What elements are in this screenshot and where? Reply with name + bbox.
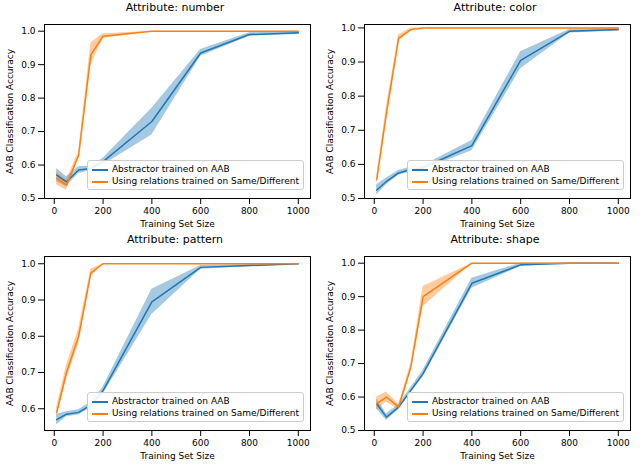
svg-text:600: 600 (512, 206, 529, 216)
svg-text:0.7: 0.7 (21, 367, 35, 377)
svg-text:600: 600 (512, 438, 529, 448)
svg-text:Training Set Size: Training Set Size (139, 219, 215, 229)
svg-text:800: 800 (561, 206, 578, 216)
svg-text:AAB Classification Accuracy: AAB Classification Accuracy (325, 48, 335, 174)
svg-text:0.5: 0.5 (21, 193, 35, 203)
svg-text:0.8: 0.8 (21, 331, 36, 341)
svg-text:1.0: 1.0 (21, 259, 36, 269)
svg-text:1000: 1000 (607, 438, 630, 448)
svg-text:0: 0 (371, 438, 377, 448)
svg-text:400: 400 (463, 438, 480, 448)
svg-text:1000: 1000 (287, 438, 310, 448)
svg-text:0: 0 (51, 206, 57, 216)
html-text:Using relations trained on Sam: Using relations trained on Same/Differen… (112, 176, 299, 186)
svg-text:0.6: 0.6 (21, 404, 36, 414)
svg-text:1.0: 1.0 (341, 258, 356, 268)
html-text:Abstractor trained on AAB: Abstractor trained on AAB (112, 164, 230, 174)
html-text:Using relations trained on Sam: Using relations trained on Same/Differen… (112, 408, 299, 418)
svg-text:0.5: 0.5 (341, 193, 355, 203)
svg-text:0.7: 0.7 (341, 125, 355, 135)
svg-text:0.8: 0.8 (341, 325, 356, 335)
svg-text:200: 200 (94, 206, 111, 216)
svg-text:AAB Classification Accuracy: AAB Classification Accuracy (325, 280, 335, 406)
svg-text:0.6: 0.6 (21, 160, 36, 170)
svg-text:1.0: 1.0 (341, 23, 356, 33)
svg-text:400: 400 (463, 206, 480, 216)
svg-text:Training Set Size: Training Set Size (459, 219, 535, 229)
html-text:Attribute: color: Attribute: color (453, 1, 537, 14)
svg-text:0.9: 0.9 (341, 292, 356, 302)
svg-text:800: 800 (241, 438, 258, 448)
svg-text:0.7: 0.7 (341, 358, 355, 368)
svg-text:200: 200 (94, 438, 111, 448)
svg-text:0: 0 (51, 438, 57, 448)
svg-text:Training Set Size: Training Set Size (139, 451, 215, 461)
svg-text:0.9: 0.9 (21, 60, 36, 70)
svg-text:0.7: 0.7 (21, 126, 35, 136)
svg-text:200: 200 (414, 206, 431, 216)
svg-text:200: 200 (414, 438, 431, 448)
html-text:Attribute: pattern: Attribute: pattern (126, 233, 224, 246)
svg-text:800: 800 (241, 206, 258, 216)
svg-text:0.8: 0.8 (341, 91, 356, 101)
svg-text:1000: 1000 (287, 206, 310, 216)
html-text:Attribute: shape: Attribute: shape (450, 233, 540, 246)
svg-text:400: 400 (143, 438, 160, 448)
html-text:Using relations trained on Sam: Using relations trained on Same/Differen… (432, 408, 619, 418)
svg-text:600: 600 (192, 438, 209, 448)
svg-text:800: 800 (561, 438, 578, 448)
html-text:Abstractor trained on AAB: Abstractor trained on AAB (432, 164, 550, 174)
svg-text:AAB Classification Accuracy: AAB Classification Accuracy (5, 280, 15, 406)
svg-text:400: 400 (143, 206, 160, 216)
svg-text:1.0: 1.0 (21, 26, 36, 36)
svg-text:Training Set Size: Training Set Size (459, 451, 535, 461)
svg-text:0.5: 0.5 (341, 425, 355, 435)
svg-text:AAB Classification Accuracy: AAB Classification Accuracy (5, 48, 15, 174)
html-text:Using relations trained on Sam: Using relations trained on Same/Differen… (432, 176, 619, 186)
svg-text:0.6: 0.6 (341, 392, 356, 402)
svg-text:0.9: 0.9 (341, 57, 356, 67)
svg-text:0.8: 0.8 (21, 93, 36, 103)
html-text:Abstractor trained on AAB: Abstractor trained on AAB (432, 396, 550, 406)
svg-text:0.9: 0.9 (21, 295, 36, 305)
html-text:Attribute: number: Attribute: number (125, 1, 225, 14)
svg-text:600: 600 (192, 206, 209, 216)
svg-text:1000: 1000 (607, 206, 630, 216)
svg-text:0.6: 0.6 (341, 159, 356, 169)
html-text:Abstractor trained on AAB: Abstractor trained on AAB (112, 396, 230, 406)
svg-text:0: 0 (371, 206, 377, 216)
